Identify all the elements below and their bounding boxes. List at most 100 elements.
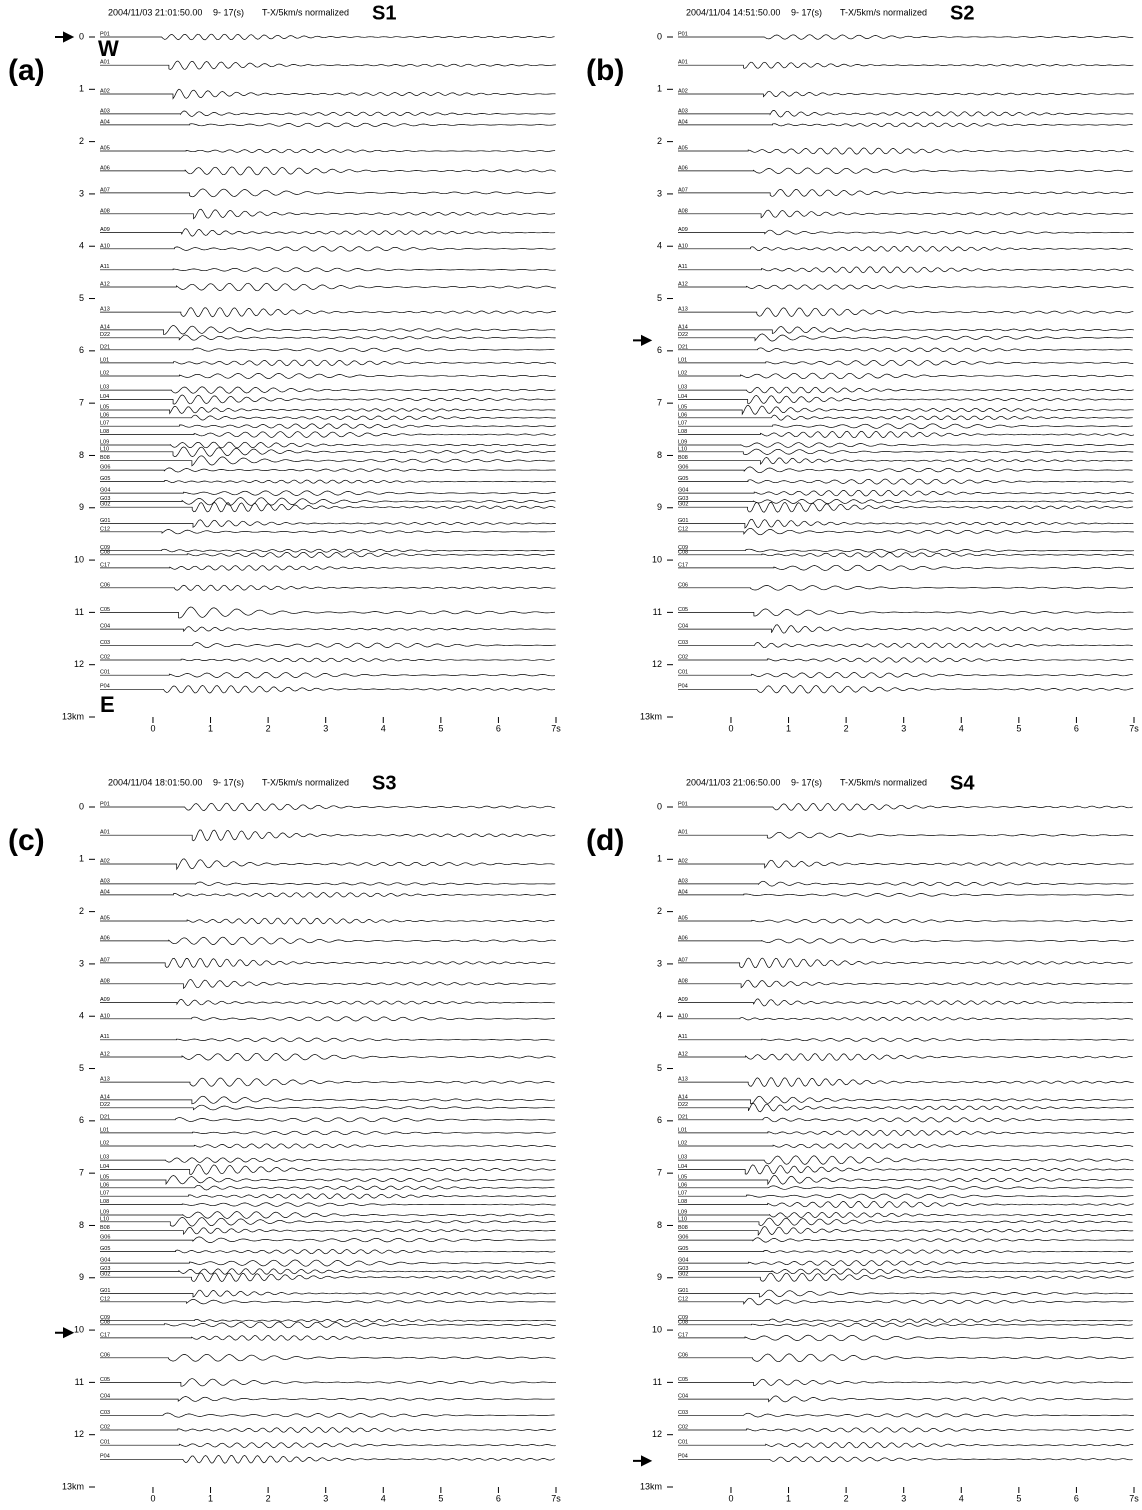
- trace: [100, 1454, 555, 1464]
- trace: [678, 395, 1134, 404]
- trace: [678, 1318, 1133, 1323]
- y-tick-label: 0: [79, 31, 84, 41]
- header-window: 9- 17(s): [213, 7, 244, 17]
- trace: [100, 1412, 555, 1418]
- x-tick-label: 4: [959, 1493, 964, 1503]
- trace: [100, 606, 556, 619]
- trace: [100, 1236, 556, 1243]
- station-label: L09: [100, 1209, 109, 1215]
- trace: [678, 326, 1134, 334]
- station-label: G01: [678, 1288, 688, 1294]
- station-label: C08: [100, 1319, 110, 1325]
- station-label: L10: [100, 1216, 109, 1222]
- panel-label: (a): [8, 54, 45, 87]
- header-window: 9- 17(s): [791, 777, 822, 787]
- station-label: A02: [100, 858, 110, 864]
- trace: [678, 1412, 1134, 1418]
- station-label: L01: [678, 1127, 687, 1133]
- station-label: C09: [678, 545, 688, 551]
- trace: [100, 1378, 556, 1387]
- x-tick-label: 1: [208, 723, 213, 733]
- station-label: G04: [678, 488, 688, 494]
- trace: [678, 893, 1134, 897]
- x-tick-label: 6: [1074, 723, 1079, 733]
- station-label: A14: [678, 1094, 688, 1100]
- station-label: L01: [678, 357, 687, 363]
- trace: [678, 1260, 1134, 1267]
- y-tick-label: 4: [79, 1011, 84, 1021]
- station-label: L02: [678, 1140, 687, 1146]
- station-label: A06: [100, 165, 110, 171]
- trace: [678, 122, 1133, 128]
- x-tick-label: 3: [323, 723, 328, 733]
- trace: [678, 1334, 1134, 1342]
- event-label: S3: [372, 772, 396, 794]
- trace: [100, 1321, 556, 1329]
- y-tick-label: 7: [657, 398, 662, 408]
- x-tick-label: 7s: [1129, 1493, 1139, 1503]
- y-tick-label: 10: [74, 1324, 84, 1334]
- station-label: D21: [678, 344, 688, 350]
- trace: [100, 1211, 555, 1219]
- station-label: D22: [100, 332, 110, 338]
- y-tick-label: 9: [657, 502, 662, 512]
- station-label: A06: [678, 935, 688, 941]
- trace: [100, 1335, 555, 1341]
- station-label: A09: [100, 997, 110, 1003]
- trace: [678, 1185, 1133, 1190]
- station-label: G05: [100, 476, 110, 482]
- trace: [100, 1299, 556, 1305]
- trace: [678, 803, 1133, 811]
- trace: [100, 979, 556, 990]
- y-tick-label: 13km: [640, 711, 662, 721]
- y-tick-label: 7: [79, 1168, 84, 1178]
- station-label: L05: [678, 404, 687, 410]
- station-label: C12: [678, 1296, 688, 1302]
- y-tick-label: 1: [657, 854, 662, 864]
- y-tick-label: 12: [652, 1429, 662, 1439]
- trace: [678, 386, 1134, 394]
- trace: [100, 307, 556, 318]
- station-label: A11: [100, 1034, 109, 1040]
- x-tick-label: 0: [150, 723, 155, 733]
- station-label: A13: [100, 1077, 110, 1083]
- trace: [678, 110, 1134, 118]
- station-label: L07: [678, 421, 687, 427]
- y-tick-label: 4: [657, 1011, 662, 1021]
- y-tick-label: 1: [79, 84, 84, 94]
- station-label: A04: [100, 889, 110, 895]
- station-label: A14: [100, 1094, 110, 1100]
- station-label: L08: [678, 1199, 687, 1205]
- panel: 2004/11/04 18:01:50.00 9- 17(s) T-X/5km/s …: [8, 772, 561, 1503]
- station-label: A13: [678, 1077, 688, 1083]
- station-label: L03: [100, 385, 109, 391]
- station-label: P04: [678, 1454, 688, 1460]
- trace: [678, 442, 1134, 448]
- station-label: A05: [100, 915, 110, 921]
- trace: [100, 1077, 555, 1087]
- station-label: C04: [678, 1394, 688, 1400]
- trace: [100, 88, 556, 100]
- station-label: L07: [678, 1191, 687, 1197]
- west-label: W: [98, 36, 119, 61]
- trace: [678, 423, 1133, 429]
- trace: [678, 284, 1134, 290]
- y-tick-label: 6: [79, 1115, 84, 1125]
- station-label: D22: [678, 1102, 688, 1108]
- station-label: C02: [678, 1424, 688, 1430]
- y-tick-label: 5: [79, 293, 84, 303]
- station-label: G03: [678, 496, 688, 502]
- trace: [100, 1268, 556, 1275]
- trace: [100, 1104, 555, 1111]
- station-label: C06: [100, 1352, 110, 1358]
- trace: [100, 1249, 556, 1255]
- trace: [100, 347, 555, 352]
- station-label: A14: [678, 324, 688, 330]
- trace: [678, 501, 1134, 513]
- trace: [678, 147, 1134, 155]
- station-label: G02: [678, 502, 688, 508]
- trace: [100, 1095, 555, 1105]
- trace: [678, 998, 1133, 1007]
- station-label: L09: [678, 439, 687, 445]
